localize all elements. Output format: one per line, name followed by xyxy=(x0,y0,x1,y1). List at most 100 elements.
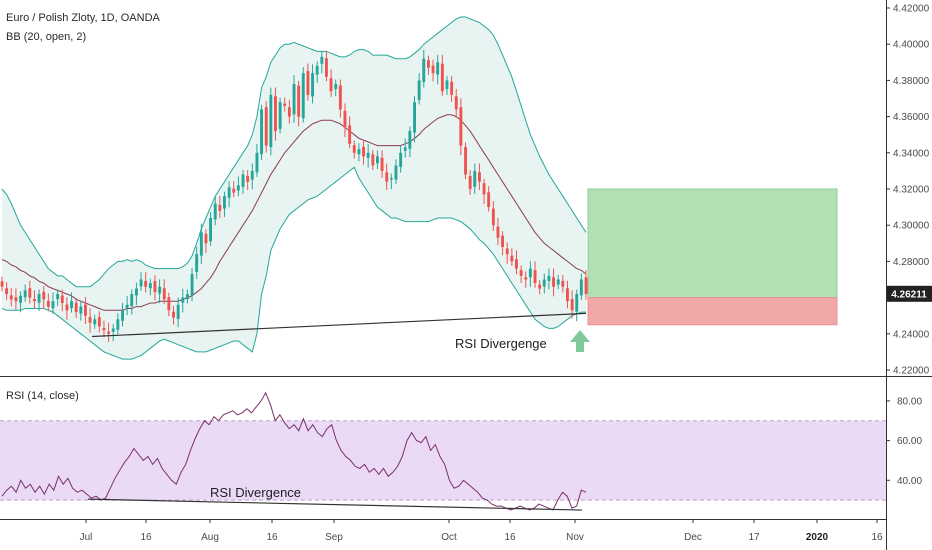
candle xyxy=(496,217,500,245)
candle xyxy=(283,97,287,112)
candle-body xyxy=(60,295,64,303)
price-axis-label: 4.38000 xyxy=(893,76,930,87)
candle-body xyxy=(162,288,166,300)
rsi-axis-label: 40.00 xyxy=(897,476,922,487)
candle-body xyxy=(195,254,199,272)
candle-body xyxy=(427,60,430,68)
candle xyxy=(450,75,454,102)
candle xyxy=(575,289,579,322)
candle-body xyxy=(556,279,560,285)
candle-body xyxy=(232,188,236,193)
candle-body xyxy=(70,301,73,309)
candle xyxy=(362,139,365,165)
candle xyxy=(417,72,421,105)
candle xyxy=(538,280,542,295)
candle-body xyxy=(385,172,389,182)
rsi-axis-label: 80.00 xyxy=(897,396,922,407)
candle-body xyxy=(269,94,273,147)
candle xyxy=(515,250,518,275)
candle xyxy=(459,98,463,156)
candle-body xyxy=(403,147,407,151)
candle-body xyxy=(255,152,259,173)
candle-body xyxy=(274,96,277,132)
candle-body xyxy=(487,192,491,208)
up-arrow-shape xyxy=(570,330,590,352)
candle-body xyxy=(139,279,143,287)
candle xyxy=(510,248,514,266)
candle xyxy=(102,320,106,338)
candle-body xyxy=(88,317,92,323)
price-axis-label: 4.22000 xyxy=(893,366,930,377)
candle xyxy=(218,196,222,218)
price-axis-label: 4.28000 xyxy=(893,257,930,268)
candle-body xyxy=(42,291,46,300)
candle-body xyxy=(23,290,27,298)
candle xyxy=(454,88,458,118)
candle-body xyxy=(144,280,148,287)
candle-body xyxy=(167,297,171,311)
candle xyxy=(487,186,491,212)
time-axis-label: 17 xyxy=(748,532,760,543)
candle-body xyxy=(454,96,458,110)
candle xyxy=(9,288,13,307)
candle-body xyxy=(496,226,500,238)
candle-body xyxy=(190,274,194,296)
time-axis-label: Dec xyxy=(684,532,702,543)
candle xyxy=(445,75,449,95)
rsi-indicator-label[interactable]: RSI (14, close) xyxy=(6,390,79,402)
candle-body xyxy=(366,152,370,158)
candle-body xyxy=(376,156,379,164)
candle-body xyxy=(37,294,41,303)
candle-body xyxy=(440,63,444,92)
candle xyxy=(209,211,212,246)
candle xyxy=(195,246,199,279)
candle-body xyxy=(56,294,60,300)
candle xyxy=(338,79,342,118)
candle xyxy=(213,196,217,226)
candle-body xyxy=(260,109,263,155)
price-axis-label: 4.32000 xyxy=(893,185,930,196)
candle-body xyxy=(505,248,509,255)
stop-zone xyxy=(587,297,838,326)
time-axis[interactable]: Jul 16 Aug 16 Sep Oct 16 Nov Dec 17 2020 16 xyxy=(80,519,883,543)
candle xyxy=(250,163,254,190)
candle-body xyxy=(135,288,138,296)
candle-body xyxy=(515,259,518,269)
candle xyxy=(366,143,370,168)
rsi-band xyxy=(0,420,886,501)
candle-body xyxy=(65,304,69,311)
position-zones xyxy=(587,188,838,326)
candle xyxy=(167,292,171,317)
candle-body xyxy=(334,84,338,90)
candle xyxy=(278,97,282,134)
bb-indicator-label[interactable]: BB (20, open, 2) xyxy=(6,31,86,43)
candle xyxy=(42,285,46,310)
candle-body xyxy=(223,196,226,209)
price-axis-label: 4.42000 xyxy=(893,4,930,15)
candle xyxy=(301,67,305,123)
candle-body xyxy=(528,268,532,278)
candle-body xyxy=(5,288,9,294)
candle-body xyxy=(33,299,36,302)
candle xyxy=(153,274,157,301)
candle xyxy=(584,269,588,300)
price-axis-label: 4.24000 xyxy=(893,329,930,340)
candle-body xyxy=(579,279,583,296)
time-axis-label: 2020 xyxy=(806,532,829,543)
chart-title: Euro / Polish Zloty, 1D, OANDA xyxy=(6,12,161,24)
candle xyxy=(352,140,356,159)
candle-body xyxy=(320,56,324,64)
candle-body xyxy=(19,295,22,303)
candle xyxy=(505,242,509,264)
candle-body xyxy=(116,319,120,330)
candle xyxy=(79,300,83,321)
candle xyxy=(260,104,263,161)
candle xyxy=(246,169,250,191)
candle xyxy=(292,75,296,123)
time-axis-label: 16 xyxy=(504,532,516,543)
rsi-axis[interactable]: 80.00 60.00 40.00 xyxy=(886,396,922,487)
candle-body xyxy=(547,275,551,281)
candle-body xyxy=(311,73,314,97)
